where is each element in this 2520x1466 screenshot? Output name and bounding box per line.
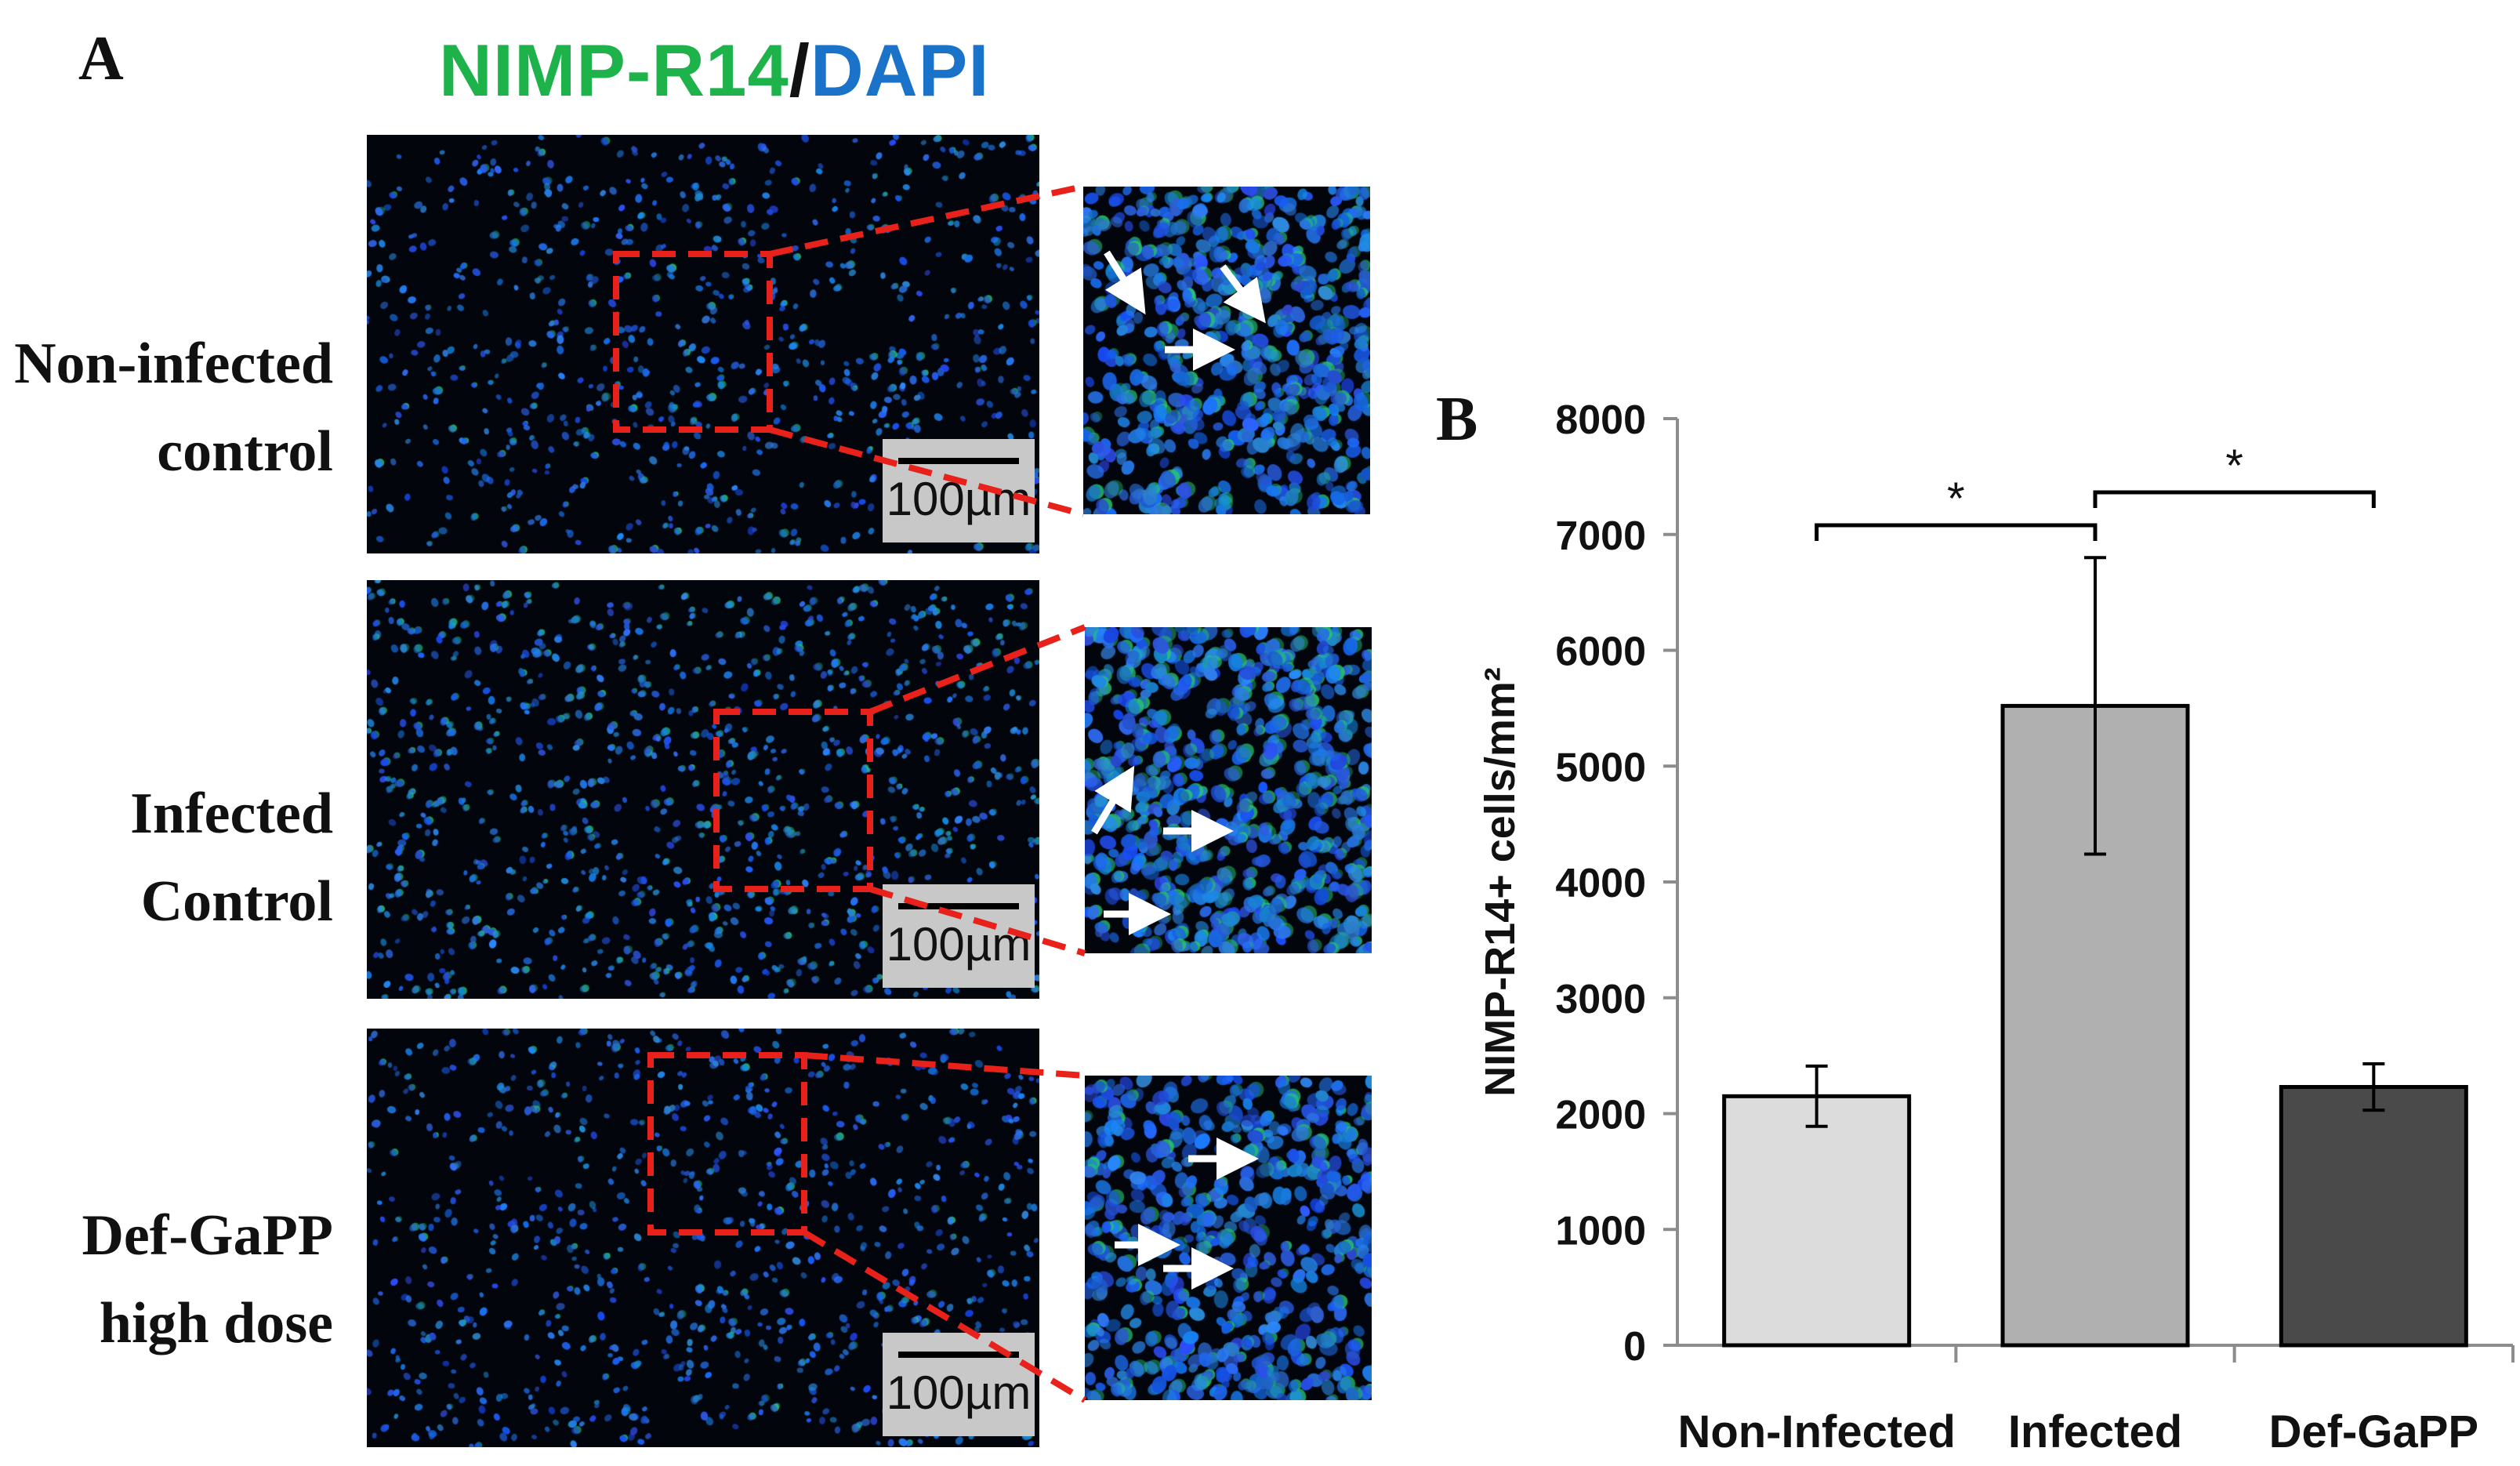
scale-bar-line <box>898 1352 1019 1358</box>
significance-label: * <box>1947 474 1965 524</box>
y-tick-label: 4000 <box>1555 861 1646 906</box>
arrow-icon <box>1220 264 1266 324</box>
significance-bracket <box>2093 490 2376 508</box>
zoom-connector <box>768 426 1085 517</box>
row-label-line: control <box>157 419 333 484</box>
zoom-connector <box>868 886 1086 956</box>
scale-bar-label: 100µm <box>886 1366 1032 1419</box>
micrograph-def-gapp: 100µm <box>367 1029 1039 1447</box>
y-tick-label: 8000 <box>1555 397 1646 443</box>
scale-bar-line <box>898 458 1019 464</box>
row-label-line: high dose <box>99 1291 333 1355</box>
y-axis-label: NIMP-R14+ cells/mm² <box>1477 667 1524 1097</box>
zoom-box-def-gapp <box>647 1052 807 1236</box>
row-label-line: Non-infected <box>14 332 333 396</box>
x-tick-label: Def-GaPP <box>2269 1406 2479 1457</box>
panel-a-letter: A <box>78 24 124 93</box>
y-tick-label: 7000 <box>1555 513 1646 559</box>
scale-bar: 100µm <box>883 439 1035 542</box>
scale-bar: 100µm <box>883 1333 1035 1436</box>
scale-bar: 100µm <box>883 884 1035 988</box>
panel-a-title: NIMP-R14/DAPI <box>439 28 989 113</box>
x-tick-label: Non-Infected <box>1677 1406 1955 1457</box>
row-label-line: Control <box>140 869 333 934</box>
y-tick-label: 2000 <box>1555 1093 1646 1138</box>
arrow-icon <box>1104 250 1146 315</box>
micrograph-infected: 100µm <box>367 580 1039 999</box>
row-label-line: Infected <box>130 782 333 846</box>
inset-def-gapp <box>1085 1076 1372 1400</box>
y-tick-label: 6000 <box>1555 630 1646 675</box>
bar-def-gapp <box>2279 1085 2468 1348</box>
arrow-icon <box>1091 765 1135 835</box>
title-stain: DAPI <box>810 29 990 111</box>
zoom-connector <box>802 1229 1087 1403</box>
scale-bar-line <box>898 903 1019 909</box>
row-label-def-gapp: Def-GaPP high dose <box>0 1192 333 1367</box>
panel-b-letter: B <box>1436 385 1478 454</box>
significance-label: * <box>2225 441 2243 492</box>
title-marker: NIMP-R14 <box>439 29 789 111</box>
y-tick-label: 3000 <box>1555 977 1646 1022</box>
x-tick-label: Infected <box>2008 1406 2182 1457</box>
row-label-infected: Infected Control <box>0 770 333 945</box>
significance-bracket <box>1815 523 2098 541</box>
zoom-box-non-infected <box>613 251 773 433</box>
y-tick-label: 5000 <box>1555 745 1646 790</box>
zoom-connector <box>803 1052 1086 1079</box>
title-separator: / <box>789 29 810 111</box>
zoom-connector <box>868 624 1086 715</box>
bar-non-infected <box>1722 1094 1912 1348</box>
y-tick-label: 1000 <box>1555 1208 1646 1254</box>
row-label-non-infected: Non-infected control <box>0 320 333 495</box>
y-tick-label: 0 <box>1623 1324 1646 1370</box>
zoom-connector <box>769 183 1084 257</box>
micrograph-non-infected: 100µm <box>367 135 1039 553</box>
fluorescence-texture <box>1085 1076 1372 1400</box>
scale-bar-label: 100µm <box>886 918 1032 971</box>
row-label-line: Def-GaPP <box>82 1203 333 1268</box>
zoom-box-infected <box>713 709 873 892</box>
